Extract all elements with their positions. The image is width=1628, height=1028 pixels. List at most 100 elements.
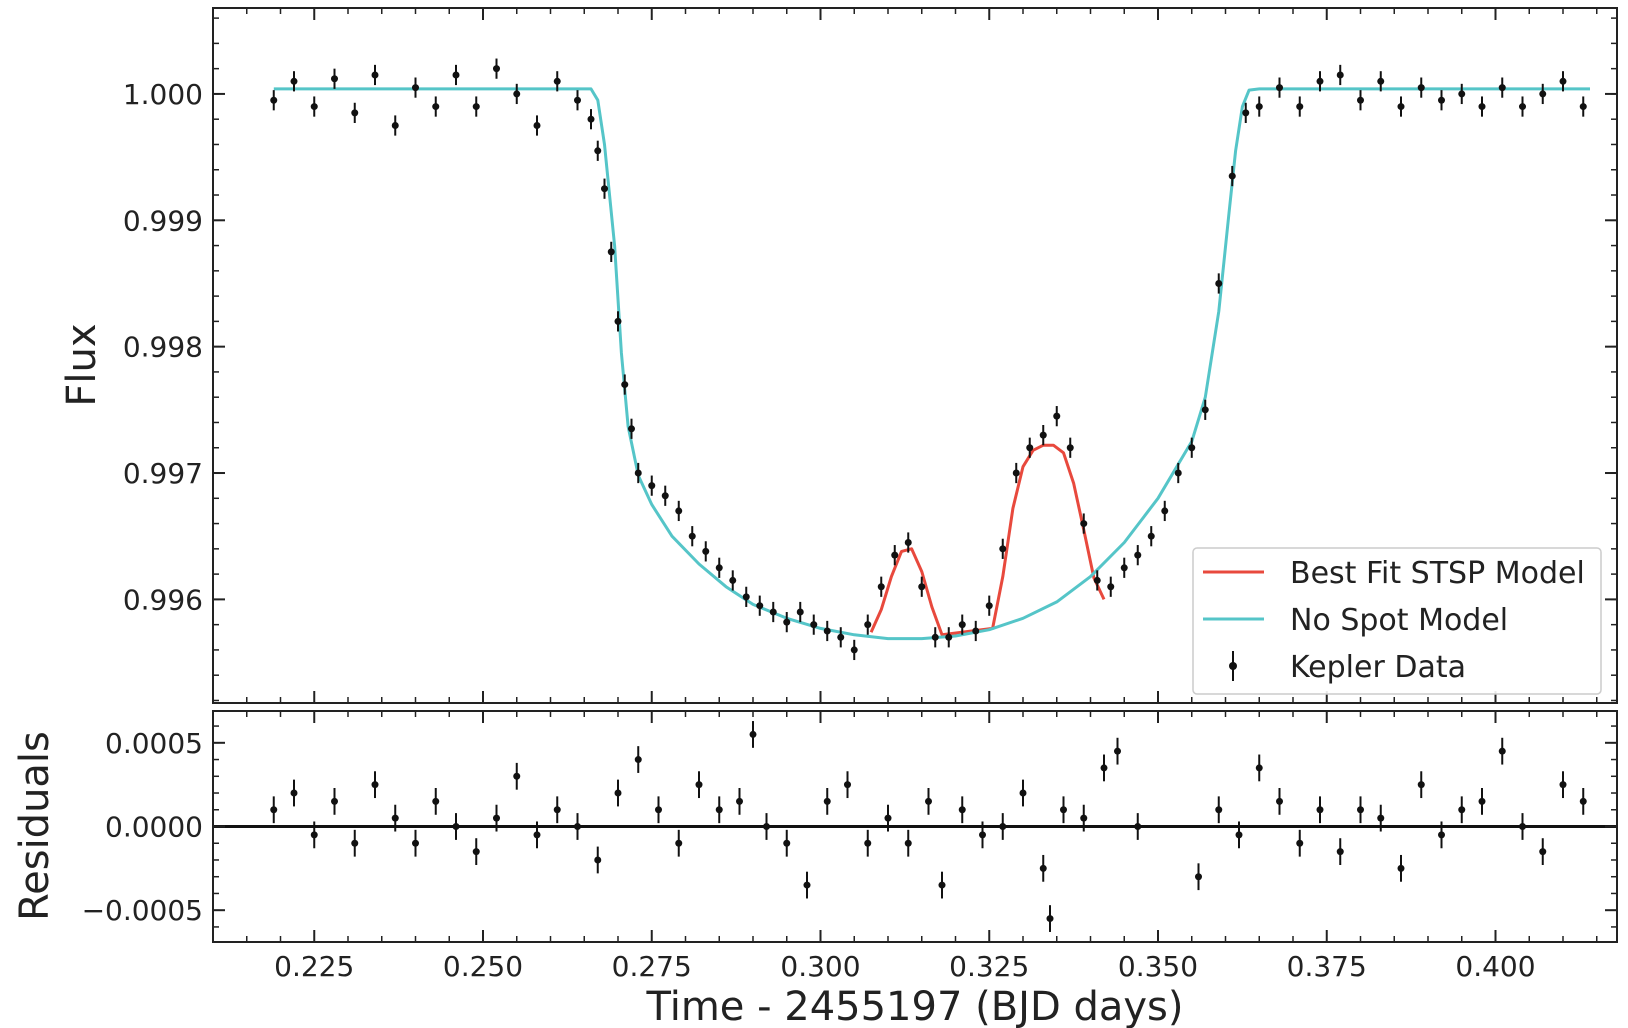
residuals-data-point [925,797,932,805]
flux-data-point [412,84,419,92]
residuals-data-point [472,848,480,856]
residuals-data-point [574,823,581,830]
residuals-y-tick-label: −0.0005 [82,894,203,927]
residuals-data-point [594,856,602,864]
flux-data-point [1228,172,1236,180]
flux-data-point [621,381,629,389]
flux-data-point [1255,103,1263,111]
residuals-data-point [1498,747,1506,755]
flux-data-point [628,425,635,433]
flux-data-point [756,602,764,610]
flux-data-point [999,545,1007,553]
residuals-data-point [452,823,460,830]
flux-axis-label: Flux [59,323,105,406]
flux-data-point [432,103,440,111]
flux-data-point [1417,84,1425,92]
flux-data-point [1519,103,1526,111]
flux-data-point [270,96,278,104]
flux-data-point [675,507,683,515]
flux-data-point [1147,532,1155,540]
x-tick-label: 0.250 [443,950,523,983]
flux-data-point [371,71,379,79]
residuals-data-point [1060,806,1067,814]
flux-data-point [931,633,939,641]
flux-data-point [1120,564,1128,572]
flux-data-point [1559,77,1567,85]
flux-data-point [864,621,872,629]
residuals-axis-label: Residuals [12,731,58,921]
flux-data-point [1080,520,1088,528]
flux-data-point [1276,84,1283,92]
flux-data-point [1397,103,1405,111]
flux-data-point [290,77,298,85]
residuals-data-point [1134,823,1142,830]
residuals-data-point [1357,806,1364,814]
flux-data-point [493,65,500,73]
residuals-data-point [1039,864,1047,872]
flux-data-point [972,627,980,635]
residuals-data-point [1046,915,1054,923]
flux-data-point [614,317,622,325]
flux-data-point [729,576,737,584]
flux-data-point [945,633,953,641]
flux-data-point [1039,431,1047,439]
residuals-data-point [1235,831,1243,839]
residuals-data-point [999,823,1007,830]
residuals-data-point [1438,831,1445,839]
flux-data-point [587,115,595,123]
residuals-data-point [823,797,831,805]
x-tick-label: 0.275 [612,950,692,983]
legend-data-label: Kepler Data [1290,650,1466,685]
flux-data-point [810,621,818,629]
flux-data-point [351,109,359,117]
flux-data-point [1134,551,1142,559]
residuals-data-point [1458,806,1466,814]
flux-data-point [1053,412,1061,420]
residuals-data-point [1397,864,1405,872]
residuals-data-point [884,814,892,822]
residuals-data-point [1215,806,1223,814]
no-spot-model-line [273,87,1590,641]
flux-data-point [702,547,710,555]
best-fit-stsp-model-line [869,443,1106,637]
flux-data-point [769,608,777,616]
flux-data-point [1296,103,1304,111]
residuals-data-point [310,831,318,839]
flux-data-point [513,90,521,98]
flux-data-point [1012,469,1020,477]
flux-data-point [607,248,615,256]
flux-data-point [553,77,561,85]
residuals-data-point [1019,789,1027,797]
flux-data-point [1174,469,1182,477]
flux-y-tick-label: 0.998 [123,331,203,364]
residuals-data-point [412,839,419,847]
residuals-data-point [533,831,541,839]
residuals-data-point [432,797,440,805]
residuals-data-point [1478,797,1486,805]
residuals-data-point [904,839,912,847]
residuals-data-point [1539,848,1547,856]
flux-data-point [1215,279,1223,287]
residuals-data-point [1296,839,1304,847]
residuals-data-point [493,814,500,822]
flux-data-point [1201,406,1209,414]
flux-data-point [742,593,750,601]
flux-data-point [601,185,608,193]
residuals-data-point [1114,747,1121,755]
flux-data-point [1377,77,1385,85]
flux-data-point [1478,103,1486,111]
flux-data-point [1242,109,1250,117]
legend: Best Fit STSP Model No Spot Model Kepler… [1192,547,1602,695]
residuals-data-point [1336,848,1344,856]
time-axis-label: Time - 2455197 (BJD days) [646,984,1184,1028]
flux-data-point [1316,77,1324,85]
legend-data-marker-swatch [1229,662,1237,670]
legend-best-fit-label: Best Fit STSP Model [1290,556,1585,591]
x-tick-label: 0.325 [949,950,1029,983]
flux-data-point [1107,583,1115,591]
flux-data-point [837,633,845,641]
flux-data-point [472,103,480,111]
residuals-data-point [513,772,521,780]
flux-data-point [877,583,885,591]
